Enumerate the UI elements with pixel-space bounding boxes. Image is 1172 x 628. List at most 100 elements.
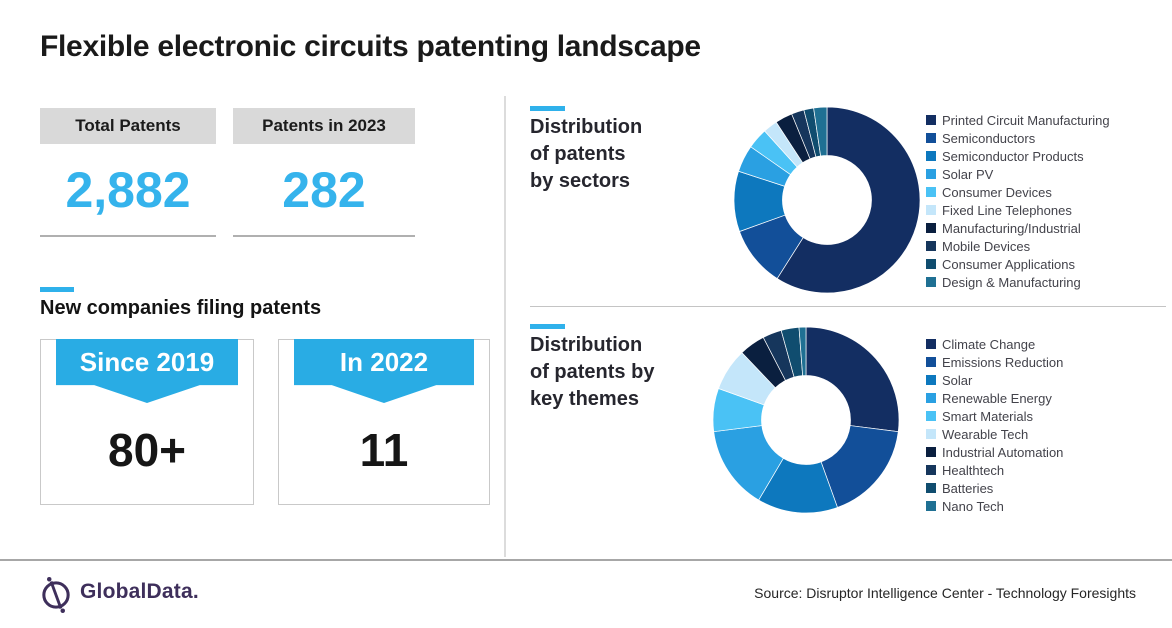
chart-title-line: by sectors: [530, 170, 631, 192]
legend-item: Emissions Reduction: [926, 353, 1166, 371]
donut-chart-sectors: [733, 106, 921, 294]
legend-item: Climate Change: [926, 335, 1166, 353]
legend-item: Fixed Line Telephones: [926, 201, 1166, 219]
legend-swatch: [926, 151, 936, 161]
legend-swatch: [926, 223, 936, 233]
ribbon-label: Since 2019: [79, 347, 215, 377]
legend-item: Consumer Devices: [926, 183, 1166, 201]
globaldata-logo-text: GlobalData.: [80, 580, 199, 603]
legend-label: Manufacturing/Industrial: [942, 220, 1081, 236]
legend-swatch: [926, 393, 936, 403]
stat-value-total-patents: 2,882: [65, 162, 191, 218]
legend-key-themes: Climate Change Emissions Reduction Solar Re…: [926, 335, 1166, 515]
legend-item: Smart Materials: [926, 407, 1166, 425]
new-companies-value-in-2022: 11: [359, 424, 409, 476]
donut-slice-printed-circuit-manufacturing: [776, 106, 921, 294]
legend-label: Solar PV: [942, 166, 994, 182]
legend-label: Climate Change: [942, 336, 1036, 352]
legend-item: Semiconductor Products: [926, 147, 1166, 165]
vertical-divider: [504, 96, 506, 557]
legend-label: Consumer Devices: [942, 184, 1052, 200]
legend-swatch: [926, 259, 936, 269]
legend-label: Printed Circuit Manufacturing: [942, 112, 1110, 128]
page-title: Flexible electronic circuits patenting l…: [40, 30, 701, 63]
legend-item: Design & Manufacturing: [926, 273, 1166, 291]
ribbon-banner: Since 2019: [56, 339, 238, 403]
accent-bar: [530, 106, 565, 111]
legend-item: Mobile Devices: [926, 237, 1166, 255]
accent-bar: [530, 324, 565, 329]
donut-slice-nano-tech: [798, 326, 807, 377]
legend-label: Fixed Line Telephones: [942, 202, 1072, 218]
chart-title-sectors: Distribution of patents by sectors: [530, 114, 710, 195]
donut-chart-key-themes: [712, 326, 900, 514]
legend-item: Healthtech: [926, 461, 1166, 479]
legend-swatch: [926, 339, 936, 349]
stat-underline: [233, 235, 415, 237]
legend-label: Smart Materials: [942, 408, 1034, 424]
legend-swatch: [926, 501, 936, 511]
legend-swatch: [926, 241, 936, 251]
legend-sectors: Printed Circuit Manufacturing Semiconduct…: [926, 111, 1166, 291]
accent-bar: [40, 287, 74, 292]
legend-swatch: [926, 115, 936, 125]
stat-underline: [40, 235, 216, 237]
legend-swatch: [926, 375, 936, 385]
legend-swatch: [926, 169, 936, 179]
legend-swatch: [926, 205, 936, 215]
new-companies-heading: New companies filing patents: [40, 297, 322, 319]
legend-label: Wearable Tech: [942, 426, 1029, 442]
legend-label: Consumer Applications: [942, 256, 1075, 272]
legend-swatch: [926, 277, 936, 287]
chart-title-line: Distribution: [530, 334, 643, 356]
legend-label: Semiconductors: [942, 130, 1036, 146]
legend-label: Batteries: [942, 480, 994, 496]
horizontal-divider: [530, 306, 1166, 307]
legend-item: Printed Circuit Manufacturing: [926, 111, 1166, 129]
donut-slice-climate-change: [805, 326, 900, 433]
legend-item: Solar PV: [926, 165, 1166, 183]
stat-label-patents-2023: Patents in 2023: [233, 108, 415, 144]
donut-slice-design-manufacturing: [813, 106, 828, 157]
legend-item: Semiconductors: [926, 129, 1166, 147]
new-companies-card-in-2022: In 2022 11: [278, 339, 490, 505]
legend-label: Nano Tech: [942, 498, 1004, 514]
stat-label-total-patents: Total Patents: [40, 108, 216, 144]
footer-divider: [0, 559, 1172, 561]
legend-item: Consumer Applications: [926, 255, 1166, 273]
ribbon-banner: In 2022: [294, 339, 474, 403]
legend-item: Wearable Tech: [926, 425, 1166, 443]
legend-swatch: [926, 411, 936, 421]
legend-swatch: [926, 187, 936, 197]
chart-title-line: key themes: [530, 388, 639, 410]
legend-label: Mobile Devices: [942, 238, 1031, 254]
legend-item: Industrial Automation: [926, 443, 1166, 461]
legend-label: Semiconductor Products: [942, 148, 1084, 164]
legend-item: Batteries: [926, 479, 1166, 497]
legend-swatch: [926, 429, 936, 439]
ribbon-label: In 2022: [339, 347, 429, 377]
legend-item: Renewable Energy: [926, 389, 1166, 407]
legend-label: Design & Manufacturing: [942, 274, 1081, 290]
globaldata-logo-icon: [42, 577, 70, 613]
chart-title-key-themes: Distribution of patents by key themes: [530, 332, 710, 413]
new-companies-card-since-2019: Since 2019 80+: [40, 339, 254, 505]
new-companies-value-since-2019: 80+: [107, 424, 187, 476]
legend-swatch: [926, 357, 936, 367]
legend-swatch: [926, 465, 936, 475]
stat-value-patents-2023: 282: [282, 162, 366, 218]
chart-title-line: Distribution: [530, 116, 643, 138]
chart-title-line: of patents: [530, 143, 626, 165]
legend-label: Healthtech: [942, 462, 1005, 478]
legend-item: Nano Tech: [926, 497, 1166, 515]
legend-swatch: [926, 483, 936, 493]
legend-swatch: [926, 447, 936, 457]
legend-label: Renewable Energy: [942, 390, 1052, 406]
legend-label: Industrial Automation: [942, 444, 1064, 460]
legend-item: Manufacturing/Industrial: [926, 219, 1166, 237]
legend-swatch: [926, 133, 936, 143]
chart-title-line: of patents by: [530, 361, 655, 383]
legend-label: Emissions Reduction: [942, 354, 1064, 370]
legend-label: Solar: [942, 372, 973, 388]
